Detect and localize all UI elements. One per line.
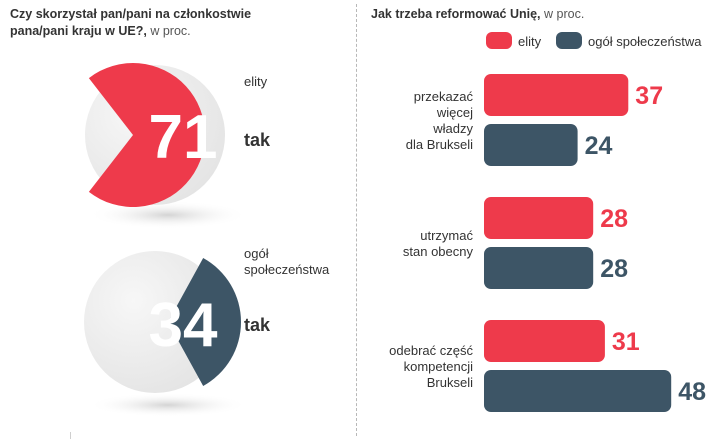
pie-ogol-answer-label: tak (244, 315, 271, 335)
bar-category-label-2-line-1: kompetencji (404, 359, 473, 374)
pie-elity-value: 71 (149, 103, 218, 172)
legend-label-ogol: ogół społeczeństwa (588, 34, 702, 49)
bar-category-label-1-line-0: utrzymać (420, 228, 473, 243)
bar-elity-1 (484, 197, 594, 239)
bar-category-label-2-line-2: Brukseli (427, 375, 473, 390)
bar-ogol-2 (484, 370, 672, 412)
bar-category-label-0-line-3: dla Brukseli (406, 137, 473, 152)
bar-value-elity-2: 31 (612, 328, 640, 356)
column-divider (356, 4, 357, 436)
bar-category-label-0-line-2: władzy (432, 121, 473, 136)
pie-ogol-group-label-line1: ogół (244, 246, 269, 261)
bar-ogol-1 (484, 247, 594, 289)
bar-value-ogol-0: 24 (585, 132, 613, 160)
right-title-text: Jak trzeba reformować Unię, (371, 7, 541, 21)
bar-value-elity-0: 37 (635, 82, 663, 110)
bar-elity-2 (484, 320, 605, 362)
legend-swatch-ogol (556, 32, 582, 49)
right-chart-title: Jak trzeba reformować Unię, w proc. (371, 6, 584, 23)
left-title-text: Czy skorzystał pan/pani na członkostwie … (10, 7, 252, 38)
bar-value-ogol-1: 28 (600, 255, 628, 283)
pie-elity-slice (88, 63, 206, 208)
bar-ogol-0 (484, 124, 578, 166)
legend-swatch-elity (486, 32, 512, 49)
bar-category-label-0-line-0: przekazać (414, 89, 474, 104)
legend-label-elity: elity (518, 34, 542, 49)
bottom-tick (70, 432, 71, 439)
pie-ogol-slice (168, 258, 242, 386)
pie-elity-shadow (88, 201, 248, 229)
pie-ogol-shadow (88, 393, 248, 417)
bar-value-elity-1: 28 (600, 205, 628, 233)
bar-elity-0 (484, 74, 629, 116)
right-title-unit: w proc. (544, 7, 585, 21)
left-title-unit: w proc. (150, 24, 191, 38)
bar-category-label-1-line-1: stan obecny (403, 244, 474, 259)
pie-elity-group-label: elity (244, 74, 268, 89)
pie-elity-answer-label: tak (244, 130, 271, 150)
bar-category-label-0-line-1: więcej (436, 105, 473, 120)
bar-category-label-2-line-0: odebrać część (389, 343, 473, 358)
bar-value-ogol-2: 48 (678, 378, 706, 406)
pie-ogol-group-label-line2: społeczeństwa (244, 262, 330, 277)
left-chart-title: Czy skorzystał pan/pani na członkostwie … (10, 6, 310, 40)
pie-ogol-value: 34 (149, 291, 218, 360)
